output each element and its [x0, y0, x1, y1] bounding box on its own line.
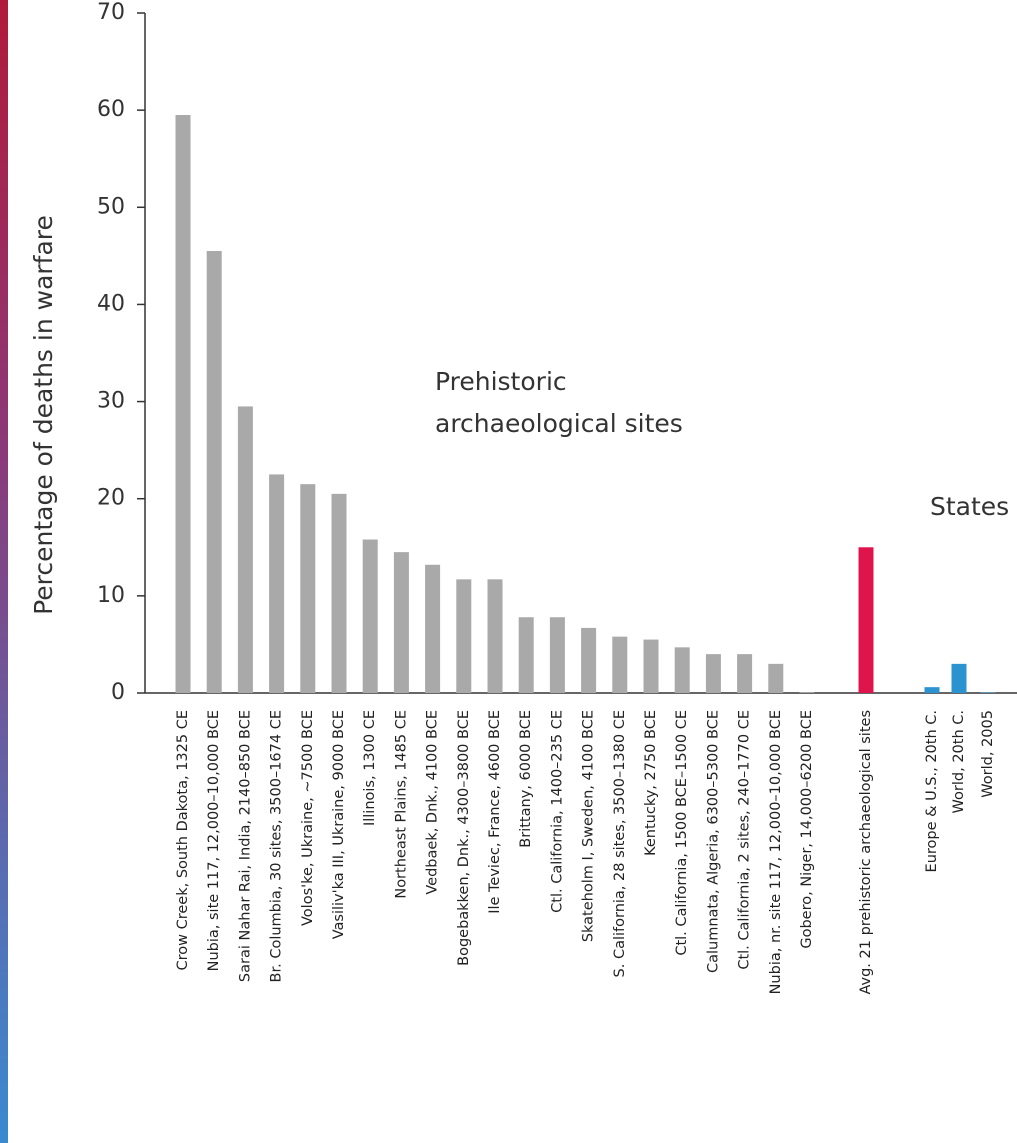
y-tick-label: 40	[97, 291, 125, 316]
bar-3	[237, 406, 253, 693]
bar-11	[487, 579, 503, 693]
category-label-17: Ctl. California, 1500 BCE–1500 CE	[674, 710, 690, 956]
bar-8	[393, 552, 409, 693]
category-label-24: World, 20th C.	[951, 710, 967, 813]
bar-12	[518, 617, 534, 693]
bar-18	[705, 654, 721, 693]
bar-5	[300, 484, 316, 693]
category-label-14: Skateholm I, Sweden, 4100 BCE	[581, 710, 597, 942]
bar-25	[980, 692, 996, 693]
annotation-line: Prehistoric	[435, 367, 567, 396]
bar-2	[206, 251, 222, 693]
y-tick-label: 10	[97, 583, 125, 608]
bar-17	[674, 647, 690, 693]
y-tick-label: 0	[111, 680, 125, 705]
category-label-23: Europe & U.S., 20th C.	[924, 710, 940, 872]
category-label-3: Sarai Nahar Rai, India, 2140–850 BCE	[237, 710, 253, 982]
bar-13	[549, 617, 565, 693]
y-axis-label: Percentage of deaths in warfare	[29, 215, 58, 615]
annotation-prehistoric: Prehistoric archaeological sites	[435, 367, 683, 438]
category-label-11: Ile Teviec, France, 4600 BCE	[487, 710, 503, 914]
bar-15	[612, 636, 628, 693]
category-label-15: S. California, 28 sites, 3500–1380 CE	[612, 710, 628, 977]
annotation-states: States	[930, 492, 1009, 521]
bar-4	[269, 474, 285, 693]
bar-19	[737, 654, 753, 693]
category-label-5: Volos'ke, Ukraine, ~7500 BCE	[300, 710, 316, 926]
category-label-13: Ctl. California, 1400–235 CE	[549, 710, 565, 913]
bar-23	[924, 687, 940, 693]
category-label-19: Ctl. California, 2 sites, 240–1770 CE	[737, 710, 753, 970]
bar-7	[362, 539, 378, 693]
y-tick-label: 30	[97, 389, 125, 414]
category-label-6: Vasiliv'ka III, Ukraine, 9000 BCE	[331, 710, 347, 939]
y-tick-label: 20	[97, 486, 125, 511]
bar-14	[581, 627, 597, 693]
y-tick-label: 70	[97, 0, 125, 25]
category-label-12: Brittany, 6000 BCE	[518, 710, 534, 848]
category-label-16: Kentucky, 2750 BCE	[643, 710, 659, 856]
bar-24	[951, 663, 967, 693]
category-label-1: Crow Creek, South Dakota, 1325 CE	[175, 710, 191, 970]
bar-10	[456, 579, 472, 693]
annotation-line: archaeological sites	[435, 409, 683, 438]
category-label-18: Calumnata, Algeria, 6300–5300 BCE	[705, 710, 721, 973]
category-label-25: World, 2005	[980, 710, 996, 798]
category-label-21: Gobero, Niger, 14,000–6200 BCE	[799, 710, 815, 949]
y-tick-label: 50	[97, 194, 125, 219]
category-label-4: Br. Columbia, 30 sites, 3500–1674 CE	[269, 710, 285, 982]
bar-22	[858, 547, 874, 693]
category-label-8: Northeast Plains, 1485 CE	[393, 710, 409, 899]
chart-bars	[175, 115, 996, 693]
bar-1	[175, 115, 191, 693]
bar-6	[331, 493, 347, 693]
category-label-22: Avg. 21 prehistoric archaeological sites	[858, 710, 874, 995]
y-tick-label: 60	[97, 97, 125, 122]
category-labels: Crow Creek, South Dakota, 1325 CE Nubia, …	[175, 710, 996, 995]
category-label-2: Nubia, site 117, 12,000–10,000 BCE	[206, 710, 222, 971]
category-label-9: Vedbaek, Dnk., 4100 BCE	[425, 710, 441, 895]
category-label-7: Illinois, 1300 CE	[362, 710, 378, 826]
left-edge-accent-strip	[0, 0, 8, 1143]
bar-16	[643, 639, 659, 693]
category-label-10: Bogebakken, Dnk., 4300–3800 BCE	[456, 710, 472, 966]
category-label-20: Nubia, nr. site 117, 12,000–10,000 BCE	[768, 710, 784, 994]
chart-axes: 0 10 20 30 40 50 60 70	[97, 0, 1017, 705]
bar-9	[425, 564, 441, 693]
bar-21	[799, 692, 815, 693]
bar-20	[768, 663, 784, 693]
